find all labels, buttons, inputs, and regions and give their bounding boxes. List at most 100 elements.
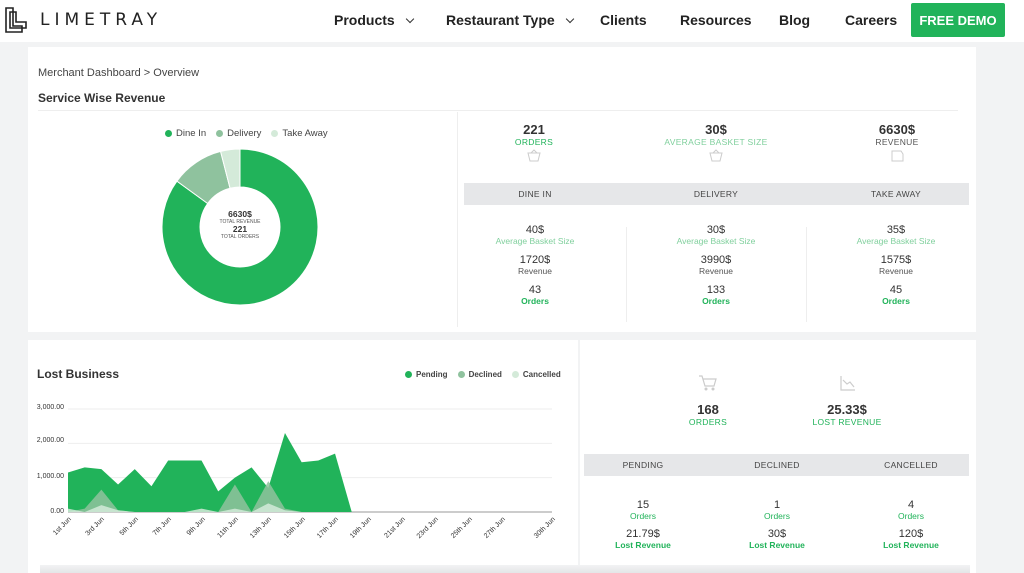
area-series-pending[interactable] (68, 433, 352, 512)
nav-blog[interactable]: Blog (779, 12, 811, 28)
delivery-column: 30$ Average Basket Size 3990$ Revenue 13… (677, 224, 756, 306)
dine-in-basket-label: Average Basket Size (495, 236, 575, 246)
x-tick-label: 27th Jun (482, 516, 507, 540)
dine-in-column: 40$ Average Basket Size 1720$ Revenue 43… (496, 224, 575, 306)
delivery-revenue-value: 3990$ (700, 254, 732, 266)
summary-basket-size: 30$ AVERAGE BASKET SIZE (641, 122, 791, 168)
x-tick-label: 15th Jun (282, 516, 307, 540)
top-navbar: LIMETRAY Products Restaurant Type Client… (0, 0, 1024, 42)
pending-orders-value: 15 (636, 499, 650, 511)
nav-clients[interactable]: Clients (600, 12, 647, 28)
service-donut-chart (161, 148, 319, 306)
pending-orders-label: Orders (630, 511, 656, 521)
delivery-orders-value: 133 (706, 284, 726, 296)
legend-label: Pending (416, 370, 448, 379)
x-tick-label: 17th Jun (316, 516, 340, 540)
summary-revenue-value: 6630$ (878, 122, 916, 137)
take-away-basket-label: Average Basket Size (856, 236, 936, 246)
lost-orders-summary: 168 ORDERS (663, 402, 753, 427)
donut-slice-dine-in[interactable] (161, 148, 319, 306)
lost-business-summary-panel: 168 ORDERS 25.33$ LOST REVENUE PENDING D… (580, 340, 976, 573)
divider (806, 227, 807, 322)
header-pending: PENDING (622, 460, 664, 470)
x-tick-label: 7th Jun (151, 516, 174, 538)
summary-orders-value: 221 (523, 122, 545, 137)
legend-dot (511, 371, 519, 378)
delivery-basket-value: 30$ (706, 224, 726, 236)
legend-dot (457, 371, 465, 378)
y-tick-label: 3,000.00 (36, 404, 64, 411)
legend-delivery[interactable]: Delivery (216, 128, 261, 139)
legend-pending[interactable]: Pending (405, 370, 448, 379)
area-series-declined[interactable] (68, 481, 302, 512)
summary-revenue-label: REVENUE (875, 137, 919, 147)
pending-revenue-value: 21.79$ (626, 528, 660, 540)
breadcrumb-root[interactable]: Merchant Dashboard (38, 67, 141, 79)
free-demo-button[interactable]: FREE DEMO (911, 3, 1005, 37)
x-tick-label: 23rd Jun (415, 516, 441, 541)
legend-label: Cancelled (522, 370, 561, 379)
delivery-basket-label: Average Basket Size (676, 236, 756, 246)
donut-slice-take-away[interactable] (219, 148, 241, 189)
lost-legend: Pending Declined Cancelled (405, 370, 571, 379)
y-tick-label: 1,000.00 (36, 473, 64, 480)
cancelled-orders-label: Orders (898, 511, 924, 521)
legend-dot (165, 130, 172, 137)
legend-label: Dine In (176, 128, 207, 139)
logo[interactable]: LIMETRAY (4, 6, 162, 34)
donut-total-orders-label: TOTAL ORDERS (220, 234, 260, 240)
legend-label: Declined (468, 370, 502, 379)
legend-declined[interactable]: Declined (457, 370, 502, 379)
nav-restaurant-type-label: Restaurant Type (446, 12, 555, 28)
nav-products[interactable]: Products (334, 12, 414, 28)
legend-cancelled[interactable]: Cancelled (511, 370, 561, 379)
revenue-icon (891, 150, 904, 162)
x-tick-label: 9th Jun (185, 516, 207, 538)
legend-take-away[interactable]: Take Away (271, 128, 328, 139)
donut-total-revenue: 6630$ (228, 209, 252, 219)
basket-icon (709, 149, 723, 162)
chevron-down-icon (565, 14, 574, 24)
cancelled-revenue-label: Lost Revenue (883, 540, 939, 550)
header-delivery: DELIVERY (693, 189, 739, 199)
page-bottom-shadow (40, 565, 970, 573)
divider (457, 112, 458, 327)
header-declined: DECLINED (754, 460, 800, 470)
x-tick-label: 19th Jun (349, 516, 374, 540)
summary-revenue: 6630$ REVENUE (857, 122, 937, 168)
lost-revenue-value: 25.33$ (827, 402, 867, 417)
summary-orders-label: ORDERS (514, 137, 554, 147)
dine-in-orders-label: Orders (521, 296, 549, 306)
x-tick-label: 21st Jun (383, 516, 407, 540)
divider (38, 110, 958, 111)
summary-basket-value: 30$ (705, 122, 727, 137)
x-tick-label: 25th Jun (449, 516, 474, 540)
x-tick-label: 3rd Jun (84, 516, 107, 538)
dine-in-basket-value: 40$ (525, 224, 545, 236)
declined-revenue-label: Lost Revenue (749, 540, 805, 550)
nav-resources[interactable]: Resources (680, 12, 752, 28)
cancelled-column: 4 Orders 120$ Lost Revenue (883, 499, 939, 550)
take-away-orders-label: Orders (882, 296, 910, 306)
header-dine-in: DINE IN (518, 189, 552, 199)
y-tick-label: 0.00 (50, 508, 64, 515)
basket-icon (527, 149, 541, 162)
nav-careers[interactable]: Careers (845, 12, 898, 28)
x-tick-label: 11th Jun (216, 516, 240, 540)
cancelled-orders-value: 4 (907, 499, 915, 511)
legend-label: Delivery (227, 128, 262, 139)
legend-dine-in[interactable]: Dine In (165, 128, 206, 139)
legend-dot (405, 371, 412, 378)
donut-total-revenue-label: TOTAL REVENUE (219, 219, 261, 225)
take-away-orders-value: 45 (889, 284, 903, 296)
dine-in-orders-value: 43 (528, 284, 542, 296)
delivery-orders-label: Orders (702, 296, 730, 306)
area-series-cancelled[interactable] (68, 503, 302, 512)
divider (626, 227, 627, 322)
donut-total-orders: 221 (232, 224, 248, 234)
y-tick-label: 2,000.00 (36, 437, 64, 444)
lost-status-header: PENDING DECLINED CANCELLED (584, 454, 969, 476)
nav-restaurant-type[interactable]: Restaurant Type (446, 12, 574, 28)
take-away-basket-value: 35$ (886, 224, 906, 236)
lost-business-chart-panel: Lost Business Pending Declined Cancelled… (28, 340, 578, 573)
